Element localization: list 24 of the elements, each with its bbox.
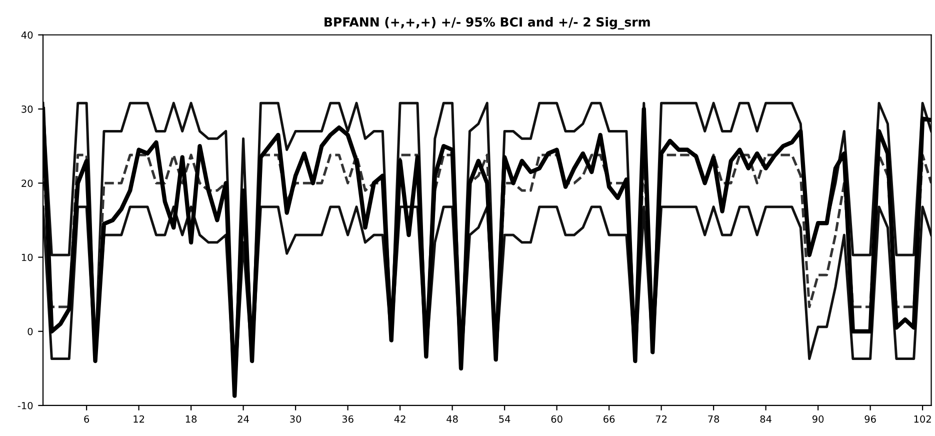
- x-tick-label: 30: [290, 415, 302, 423]
- y-tick-label: 10: [22, 254, 33, 262]
- y-tick-label: 20: [22, 180, 33, 187]
- y-tick-label: -10: [18, 402, 33, 410]
- y-tick-label: 0: [28, 328, 33, 336]
- x-tick-label: 66: [604, 415, 615, 423]
- x-tick-label: 72: [656, 415, 667, 423]
- x-tick-label: 42: [394, 415, 406, 423]
- x-tick-label: 90: [812, 415, 824, 423]
- y-tick-label: 40: [21, 31, 33, 39]
- x-tick-label: 18: [186, 415, 197, 423]
- x-tick-label: 60: [551, 415, 562, 423]
- x-tick-label: 78: [708, 415, 720, 423]
- y-tick-label: 30: [22, 105, 33, 113]
- x-tick-label: 54: [499, 416, 510, 423]
- x-tick-label: 36: [342, 415, 354, 423]
- x-tick-label: 84: [760, 415, 772, 423]
- x-tick-label: 6: [84, 415, 90, 423]
- x-tick-label: 12: [134, 415, 144, 423]
- x-tick-label: 96: [864, 415, 876, 423]
- x-tick-label: 24: [238, 415, 249, 423]
- x-tick-label: 48: [446, 415, 458, 423]
- x-tick-label: 102: [914, 415, 931, 423]
- chart-title: BPFANN (+,+,+) +/- 95% BCI and +/- 2 Sig_srm: [324, 17, 650, 30]
